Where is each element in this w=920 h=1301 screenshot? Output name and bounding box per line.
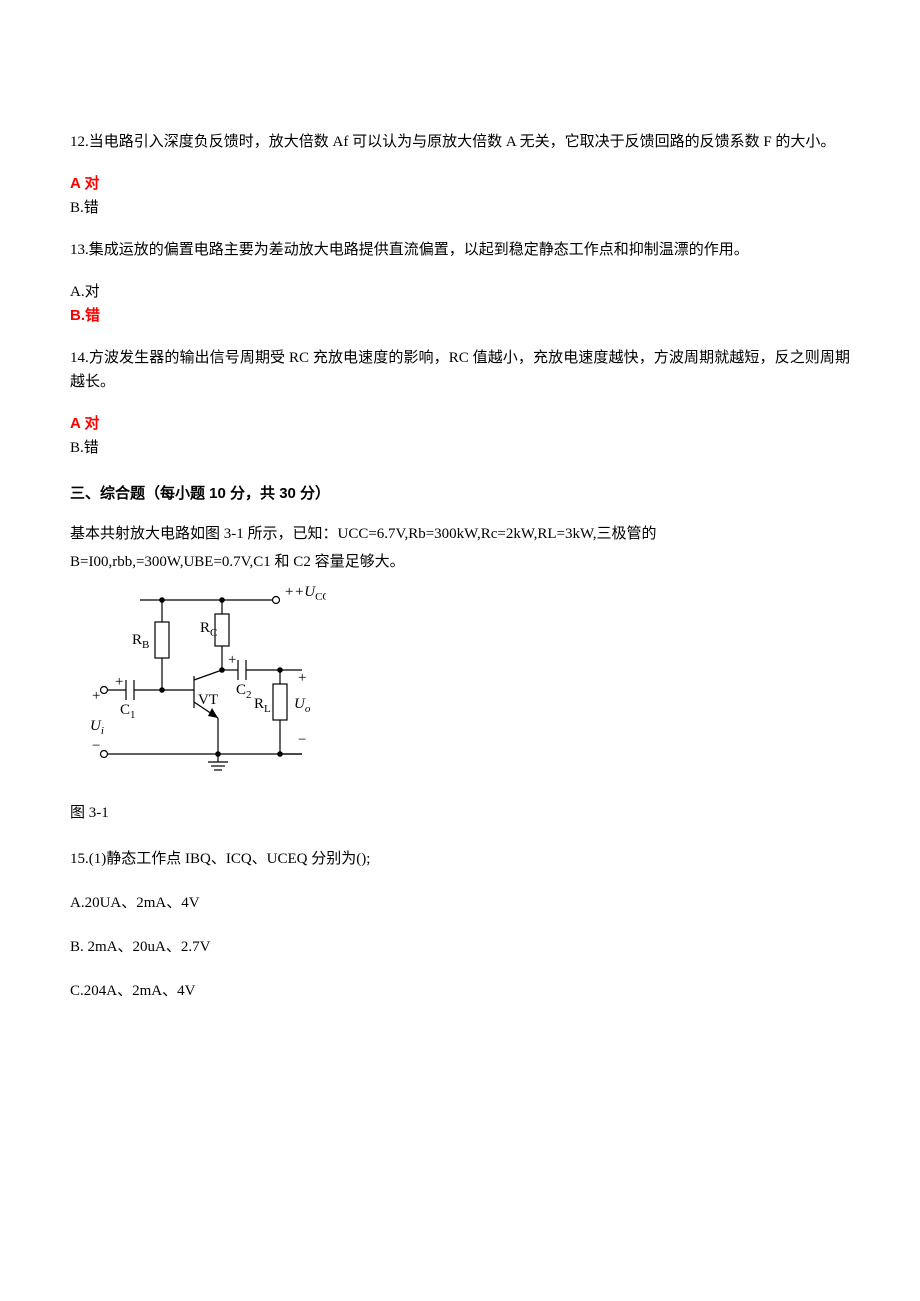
label-c1-plus: + bbox=[115, 674, 123, 690]
q13-opt-a: A.对 bbox=[70, 280, 850, 304]
label-ui-plus: + bbox=[92, 688, 100, 704]
q12-opt-b: B.错 bbox=[70, 196, 850, 220]
q14-opt-b: B.错 bbox=[70, 436, 850, 460]
label-vt: VT bbox=[198, 692, 218, 708]
q15-stem: 15.(1)静态工作点 IBQ、ICQ、UCEQ 分别为(); bbox=[70, 847, 850, 871]
label-rb: RB bbox=[132, 632, 149, 651]
q12-text: 12.当电路引入深度负反馈时，放大倍数 Af 可以认为与原放大倍数 A 无关，它… bbox=[70, 130, 850, 154]
q13-text: 13.集成运放的偏置电路主要为差动放大电路提供直流偏置，以起到稳定静态工作点和抑… bbox=[70, 238, 850, 262]
q12-opt-a: A 对 bbox=[70, 172, 850, 196]
circuit-diagram: ++UCC RB RC C1 C2 RL VT Ui Uo + − + + + … bbox=[70, 580, 850, 775]
label-c2-plus: + bbox=[228, 652, 236, 668]
label-c2: C2 bbox=[236, 682, 252, 701]
q15-opt-a: A.20UA、2mA、4V bbox=[70, 891, 850, 915]
q14-opt-a: A 对 bbox=[70, 412, 850, 436]
label-ui: Ui bbox=[90, 718, 104, 737]
q14-text: 14.方波发生器的输出信号周期受 RC 充放电速度的影响，RC 值越小，充放电速… bbox=[70, 346, 850, 394]
label-rl: RL bbox=[254, 696, 271, 715]
q13-opt-b: B.错 bbox=[70, 304, 850, 328]
label-uo-minus: − bbox=[298, 732, 306, 748]
section3-heading: 三、综合题（每小题 10 分，共 30 分） bbox=[70, 482, 850, 506]
q15-opt-c: C.204A、2mA、4V bbox=[70, 979, 850, 1003]
label-uo-plus: + bbox=[298, 670, 306, 686]
label-uo: Uo bbox=[294, 696, 311, 715]
label-ui-minus: − bbox=[92, 738, 100, 754]
comprehensive-intro-line1: 基本共射放大电路如图 3-1 所示，已知：UCC=6.7V,Rb=300kW,R… bbox=[70, 522, 850, 546]
label-ucc: ++UCC bbox=[284, 584, 326, 603]
comprehensive-intro-line2: B=I00,rbb,=300W,UBE=0.7V,C1 和 C2 容量足够大。 bbox=[70, 550, 850, 574]
label-c1: C1 bbox=[120, 702, 136, 721]
q15-opt-b: B. 2mA、20uA、2.7V bbox=[70, 935, 850, 959]
figure-caption: 图 3-1 bbox=[70, 801, 850, 825]
